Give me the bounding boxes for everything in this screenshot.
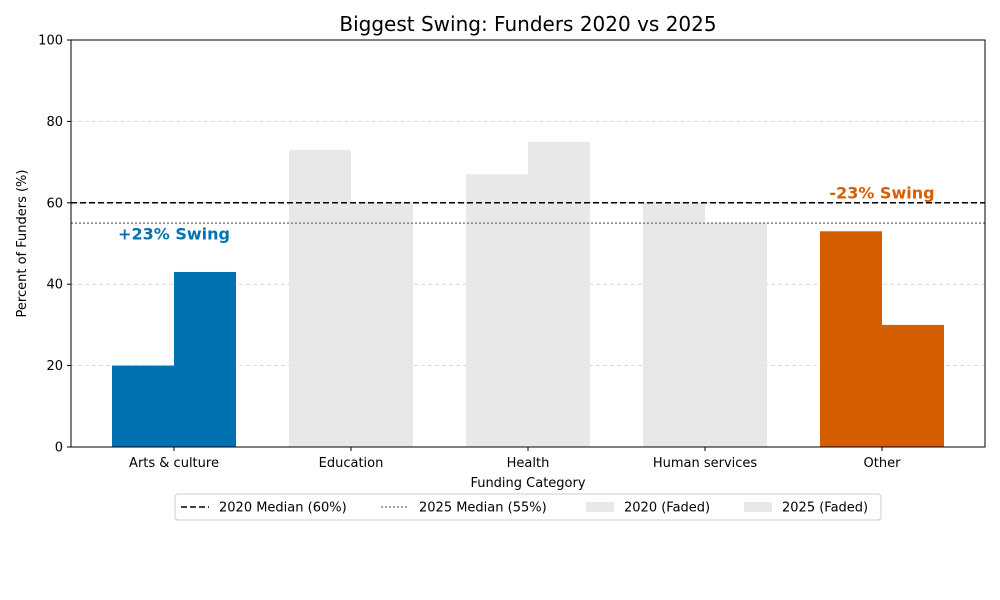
- y-tick-label: 60: [46, 196, 63, 211]
- bar: [112, 365, 174, 447]
- x-tick-label: Other: [864, 456, 902, 471]
- y-tick-label: 0: [55, 441, 63, 456]
- x-axis-label: Funding Category: [470, 476, 585, 491]
- annotations: +23% Swing -23% Swing: [118, 184, 935, 244]
- y-axis-label: Percent of Funders (%): [15, 170, 30, 318]
- legend-label: 2020 Median (60%): [219, 501, 347, 516]
- y-tick-label: 20: [46, 359, 63, 374]
- legend-label: 2025 Median (55%): [419, 501, 547, 516]
- bar: [466, 174, 528, 447]
- swing-annotation: -23% Swing: [829, 184, 934, 203]
- chart-title: Biggest Swing: Funders 2020 vs 2025: [339, 12, 716, 36]
- bar: [705, 223, 767, 447]
- bar: [289, 149, 351, 447]
- reference-lines: [71, 202, 985, 224]
- x-axis: Arts & culture Education Health Human servi…: [129, 447, 901, 471]
- legend-label: 2020 (Faded): [624, 501, 710, 516]
- x-tick-label: Health: [507, 456, 550, 471]
- legend-swatch: [586, 502, 614, 512]
- swing-annotation: +23% Swing: [118, 224, 230, 243]
- y-tick-label: 80: [46, 115, 63, 130]
- x-tick-label: Arts & culture: [129, 456, 219, 471]
- x-tick-label: Human services: [653, 456, 758, 471]
- bar: [351, 202, 413, 447]
- legend: 2020 Median (60%) 2025 Median (55%) 2020 (…: [174, 493, 882, 521]
- bar: [174, 271, 236, 447]
- legend-swatch: [744, 502, 772, 512]
- legend-label: 2025 (Faded): [782, 501, 868, 516]
- legend-box: [174, 493, 882, 521]
- y-tick-label: 40: [46, 278, 63, 293]
- y-axis: 0 20 40 60 80 100: [38, 34, 71, 456]
- bars: [112, 141, 944, 447]
- bar: [528, 141, 590, 447]
- x-tick-label: Education: [319, 456, 384, 471]
- bar: [820, 231, 882, 447]
- y-tick-label: 100: [38, 34, 63, 49]
- bar: [643, 202, 705, 447]
- bar: [882, 324, 944, 447]
